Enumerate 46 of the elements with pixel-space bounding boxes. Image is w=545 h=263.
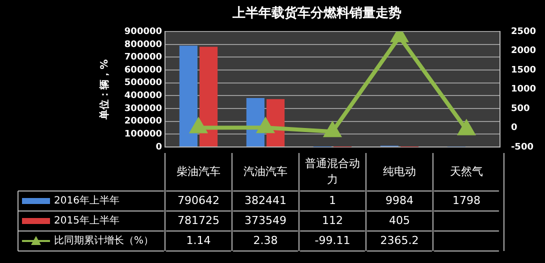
y2-tick-label: 1500 [510, 65, 536, 76]
y-tick-label: 200000 [124, 116, 162, 127]
bar [179, 46, 198, 146]
y-tick-label: 600000 [124, 65, 162, 76]
chart-title: 上半年载货车分燃料销量走势 [232, 5, 402, 22]
data-label: 1 [328, 194, 336, 207]
point [257, 118, 274, 134]
x-tick-label: 天然气 [450, 164, 483, 178]
x-tick-label: 汽油汽车 [243, 164, 288, 178]
x-tick-label: 柴油汽车 [176, 164, 220, 178]
data-label: 405 [388, 214, 410, 227]
y-tick-label: 300000 [124, 104, 162, 114]
y-tick-label: 900000 [124, 26, 162, 37]
legend-label: 2015年上半年 [54, 214, 120, 227]
y2-tick-label: 0 [510, 123, 518, 134]
data-label: 2365.2 [380, 234, 419, 247]
y-tick-label: 700000 [124, 52, 162, 63]
x-tick-label: 纯电动 [382, 164, 416, 178]
point [324, 122, 341, 138]
y2-tick-label: 2500 [510, 26, 536, 37]
data-label: 2.38 [253, 234, 278, 247]
x-tick-label: 普通混合动力 [304, 156, 360, 186]
y-tick-label: 800000 [124, 40, 162, 50]
y2-tick-label: 1000 [510, 84, 536, 95]
y-tick-label: 400000 [124, 91, 162, 102]
data-label: 1798 [452, 194, 480, 207]
data-label: -99.11 [314, 234, 350, 247]
y-tick-label: 100000 [124, 130, 162, 140]
y-axis-title: 单位：辆，% [98, 59, 111, 120]
data-label: 781725 [177, 214, 220, 227]
y-tick-label: 500000 [124, 78, 162, 88]
y-tick-label: 0 [156, 142, 162, 152]
data-label: 382441 [244, 194, 286, 207]
y2-tick-label: 500 [510, 104, 530, 114]
data-label: 112 [322, 214, 343, 227]
data-label: 790642 [177, 194, 220, 207]
data-label: 373549 [244, 214, 286, 227]
legend-label: 2016年上半年 [54, 194, 120, 207]
legend-label: 比同期累计增长（%） [54, 234, 154, 247]
data-label: 1.14 [186, 234, 211, 247]
y2-tick-label: 2000 [510, 46, 536, 56]
data-label: 9984 [385, 194, 414, 207]
point [458, 120, 475, 136]
bar [200, 46, 218, 146]
point [190, 118, 207, 134]
y2-tick-label: -500 [510, 142, 534, 152]
